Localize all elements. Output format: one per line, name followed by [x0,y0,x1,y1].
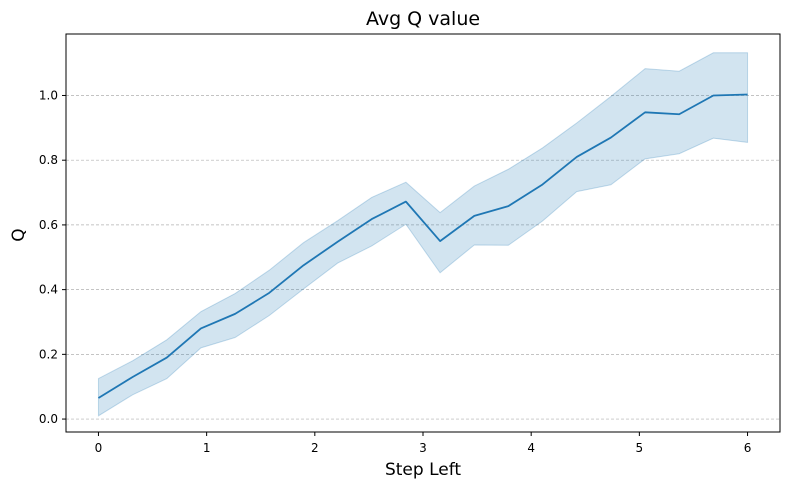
y-tick-label: 0.8 [39,153,58,167]
chart-title: Avg Q value [366,8,480,30]
mean-line [97,93,748,399]
x-tick-label: 4 [527,441,535,455]
y-tick-label: 0.4 [39,283,58,297]
x-tick-label: 0 [95,441,103,455]
y-tick-label: 0.6 [39,218,58,232]
y-axis-label: Q [9,228,29,241]
x-tick-label: 3 [419,441,427,455]
y-grid [66,95,780,420]
x-axis-label: Step Left [385,460,461,480]
y-tick-label: 0.2 [39,347,58,361]
x-tick-label: 6 [744,441,752,455]
y-tick-label: 0.0 [39,412,58,426]
x-tick-label: 1 [203,441,211,455]
plot-frame [65,33,781,433]
confidence-band [97,52,749,417]
y-tick-label: 1.0 [39,88,58,102]
axis-ticks: 0.0 0.2 0.4 0.6 0.8 1.0 0 1 2 3 4 5 6 [39,88,751,455]
x-tick-label: 5 [636,441,644,455]
x-tick-label: 2 [311,441,319,455]
